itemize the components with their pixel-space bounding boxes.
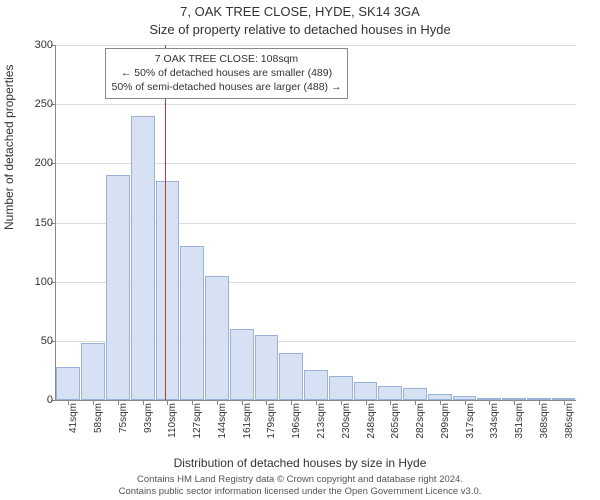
xtick-label: 317sqm: [465, 403, 476, 453]
xtick-label: 299sqm: [440, 403, 451, 453]
xtick-label: 282sqm: [415, 403, 426, 453]
xtick-label: 368sqm: [539, 403, 550, 453]
footer-line1: Contains HM Land Registry data © Crown c…: [0, 474, 600, 486]
annotation-line2: ← 50% of detached houses are smaller (48…: [112, 66, 342, 80]
xtick-label: 58sqm: [93, 403, 104, 453]
xtick-label: 41sqm: [68, 403, 79, 453]
xtick-label: 75sqm: [118, 403, 129, 453]
histogram-bar: [378, 386, 402, 400]
grid-line: [56, 104, 576, 105]
xtick-label: 386sqm: [564, 403, 575, 453]
ytick-label: 200: [23, 157, 53, 169]
x-axis-label: Distribution of detached houses by size …: [0, 456, 600, 470]
grid-line: [56, 45, 576, 46]
ytick-label: 150: [23, 217, 53, 229]
xtick-label: 144sqm: [217, 403, 228, 453]
xtick-label: 110sqm: [167, 403, 178, 453]
ytick-label: 0: [23, 394, 53, 406]
histogram-bar: [403, 388, 427, 400]
histogram-bar: [304, 370, 328, 400]
xtick-label: 93sqm: [143, 403, 154, 453]
xtick-label: 351sqm: [514, 403, 525, 453]
xtick-label: 179sqm: [266, 403, 277, 453]
xtick-label: 213sqm: [316, 403, 327, 453]
footer-line2: Contains public sector information licen…: [0, 486, 600, 498]
ytick-label: 50: [23, 335, 53, 347]
histogram-bar: [81, 343, 105, 400]
xtick-label: 161sqm: [242, 403, 253, 453]
histogram-bar: [56, 367, 80, 400]
xtick-label: 127sqm: [192, 403, 203, 453]
histogram-bar: [180, 246, 204, 400]
histogram-bar: [279, 353, 303, 400]
histogram-bar: [255, 335, 279, 400]
xtick-label: 334sqm: [489, 403, 500, 453]
ytick-label: 300: [23, 39, 53, 51]
histogram-bar: [106, 175, 130, 400]
plot-area: 05010015020025030041sqm58sqm75sqm93sqm11…: [55, 45, 576, 401]
histogram-bar: [329, 376, 353, 400]
chart-title-line2: Size of property relative to detached ho…: [0, 22, 600, 37]
histogram-bar: [131, 116, 155, 400]
ytick-label: 250: [23, 98, 53, 110]
annotation-box: 7 OAK TREE CLOSE: 108sqm← 50% of detache…: [105, 48, 349, 99]
ytick-label: 100: [23, 276, 53, 288]
footer-attribution: Contains HM Land Registry data © Crown c…: [0, 474, 600, 498]
xtick-label: 230sqm: [341, 403, 352, 453]
annotation-line3: 50% of semi-detached houses are larger (…: [112, 80, 342, 94]
annotation-line1: 7 OAK TREE CLOSE: 108sqm: [112, 52, 342, 66]
chart-container: 7, OAK TREE CLOSE, HYDE, SK14 3GA Size o…: [0, 0, 600, 500]
y-axis-label: Number of detached properties: [2, 65, 16, 230]
xtick-label: 248sqm: [366, 403, 377, 453]
histogram-bar: [205, 276, 229, 400]
histogram-bar: [156, 181, 180, 400]
histogram-bar: [354, 382, 378, 400]
xtick-label: 265sqm: [390, 403, 401, 453]
chart-title-line1: 7, OAK TREE CLOSE, HYDE, SK14 3GA: [0, 4, 600, 19]
xtick-label: 196sqm: [291, 403, 302, 453]
histogram-bar: [230, 329, 254, 400]
